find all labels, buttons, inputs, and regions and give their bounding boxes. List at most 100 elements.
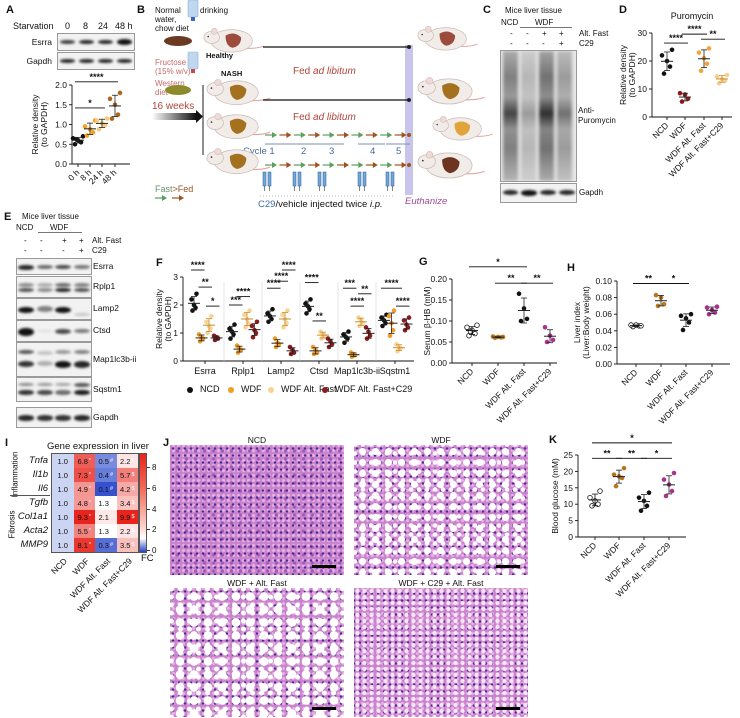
panel-label-h: H: [567, 262, 575, 274]
histology-image-ncd: [170, 445, 344, 575]
blot-lane: [17, 408, 36, 427]
heatmap-cell: 3.4 $: [116, 496, 138, 510]
heatmap-cell: 0.1 #: [95, 482, 117, 496]
heatmap-value: 5.5: [77, 526, 88, 536]
heatmap-value: 2.2: [120, 456, 131, 466]
panel-label-j: J: [163, 437, 170, 449]
fast-arrow-icon: [387, 132, 393, 138]
treatment-sign: -: [40, 236, 43, 245]
schematic-cycle-3: 3: [329, 146, 335, 157]
blot-c-title: Mice liver tissue: [505, 6, 562, 15]
blot-band: [36, 415, 53, 421]
schematic-fed-ad-libitum-2: Fed ad libitum: [293, 112, 356, 123]
treatment-sign: +: [559, 29, 564, 38]
heatmap-significance: $: [131, 500, 135, 506]
schematic-cycle-5: 5: [396, 146, 402, 157]
blot-c-wdf-line: [520, 27, 572, 28]
histology-image-wdf-alt-fast: [170, 588, 344, 717]
blot-c-label-gapdh: Gapdh: [579, 188, 604, 197]
blot-band: [73, 389, 90, 396]
syringe-icon: [292, 171, 297, 187]
scale-bar: [496, 707, 520, 710]
colorbar-tick: [147, 529, 150, 531]
heatmap-value: 1.0: [57, 512, 68, 522]
blot-e-gapdh: [16, 407, 92, 428]
heatmap-cell: 0.3 #: [95, 538, 117, 552]
schematic-16-weeks: 16 weeks: [152, 101, 195, 112]
heatmap-significance: #: [109, 486, 113, 492]
panel-label-f: F: [156, 257, 163, 269]
blot-band: [18, 288, 35, 292]
heatmap-cell: 1.0: [52, 524, 74, 538]
blot-band: [73, 349, 90, 354]
blot-a-label-gapdh: Gapdh: [26, 56, 52, 66]
blot-band: [97, 39, 114, 45]
blot-e-wdf: WDF: [50, 223, 69, 232]
blot-band: [18, 415, 35, 421]
schematic-drinking: drinking: [200, 6, 229, 15]
heatmap-significance: *: [88, 472, 92, 478]
blot-band: [73, 415, 90, 421]
blot-lane: [54, 343, 73, 376]
blot-band: [97, 59, 114, 64]
blot-e-sqstm1: [16, 377, 92, 402]
heatmap-value: 0.5: [98, 456, 109, 466]
heatmap-significance: $: [131, 514, 135, 520]
blot-band: [36, 351, 53, 355]
schematic-fed-ad-libitum-1: Fed ad libitum: [293, 66, 356, 77]
treatment-sign: +: [542, 29, 547, 38]
heatmap-significance: *: [88, 486, 92, 492]
blot-lane: [521, 51, 537, 181]
liver-icon: [454, 121, 471, 136]
histology-title-wdf-c29-alt-fast: WDF + C29 + Alt. Fast: [398, 578, 484, 588]
heatmap-cell: 6.8 *: [73, 454, 95, 468]
bottle-cap-icon: [191, 17, 195, 21]
blot-band: [116, 59, 133, 64]
heatmap-row-label: Tgfb: [28, 497, 48, 508]
heatmap-value: 4.8: [77, 498, 88, 508]
liver-icon: [229, 84, 247, 100]
schematic-cycle-1: Cycle 1: [243, 146, 275, 157]
heatmap-cell: 1.0: [52, 510, 74, 524]
heatmap-significance: $: [131, 458, 135, 464]
schematic-normal-diet: Normal water, chow diet: [155, 6, 189, 33]
fed-arrow-icon: [315, 132, 321, 138]
blot-lane: [73, 408, 92, 427]
blot-c-c29-label: C29: [579, 39, 594, 48]
treatment-sign: -: [40, 246, 43, 255]
heatmap-significance: #: [109, 542, 113, 548]
heatmap-cell: 5.7 $: [116, 468, 138, 482]
blot-a-time: 8: [83, 21, 89, 31]
syringe-icon: [297, 171, 302, 187]
blot-lane: [17, 259, 36, 274]
schematic-fast-fed-legend: Fast>Fed: [155, 184, 193, 194]
fast-arrow-icon: [272, 132, 277, 138]
treatment-sign: -: [24, 236, 27, 245]
heatmap-cell: 1.0: [52, 468, 74, 482]
heatmap-cell: 1.0: [52, 538, 74, 552]
ip-label: i.p.: [369, 199, 383, 210]
syringe-icon: [385, 171, 390, 187]
heatmap-row-label: Il6: [37, 483, 48, 494]
legend-label: WDF Alt. Fast: [281, 384, 337, 394]
blot-a-time: 0: [65, 21, 71, 31]
heatmap-value: 9.9: [120, 512, 131, 522]
blot-lane: [17, 321, 36, 341]
timeline-end-dot: [407, 45, 411, 49]
heatmap-cell: 0.4 #: [95, 468, 117, 482]
fed-label: Fed: [293, 112, 314, 123]
histology-title-wdf: WDF: [431, 435, 451, 445]
heatmap-value: 1.0: [57, 540, 68, 550]
bottle-cap-icon: [191, 69, 195, 73]
heatmap-cell: 1.0: [52, 482, 74, 496]
colorbar-tick-label: 0: [152, 546, 157, 555]
heatmap-cell: 4.9 *: [73, 482, 95, 496]
blot-e-rplp1: [16, 276, 92, 298]
blot-lane: [54, 277, 73, 297]
heatmap-cell: 4.8 *: [73, 496, 95, 510]
colorbar-tick-label: 4: [152, 504, 157, 514]
heatmap-value: 5.7: [120, 470, 131, 480]
heatmap-value: 1.0: [57, 484, 68, 494]
blot-lane: [36, 299, 55, 319]
